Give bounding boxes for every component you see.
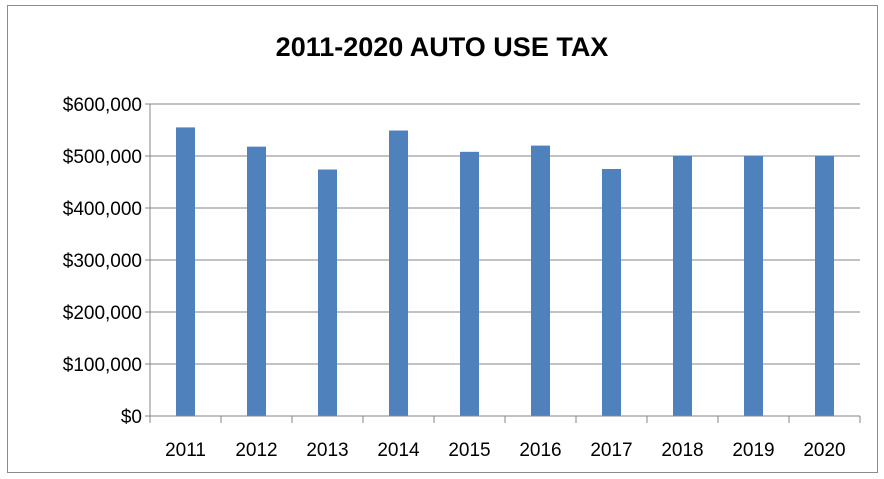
bar [460,151,479,416]
bar [247,146,266,416]
x-tick-label: 2012 [235,440,277,461]
bar [531,145,550,416]
x-tick-label: 2011 [165,440,206,461]
bar [176,127,195,417]
y-tick-label: $600,000 [63,95,142,116]
x-tick-label: 2015 [448,440,490,461]
x-tick-label: 2014 [377,440,420,461]
y-tick-label: $200,000 [63,303,142,324]
x-tick-label: 2018 [661,440,703,461]
y-tick-label: $400,000 [63,199,142,220]
bar [602,169,621,416]
bar [318,169,337,416]
y-tick-label: $500,000 [63,147,142,168]
bar [673,156,692,416]
bar [744,156,763,416]
x-tick-label: 2017 [590,440,632,461]
x-tick-label: 2013 [306,440,348,461]
x-tick-label: 2016 [519,440,561,461]
x-tick-label: 2019 [732,440,774,461]
bar [389,130,408,416]
y-tick-label: $300,000 [63,251,142,272]
chart-title: 2011-2020 AUTO USE TAX [275,32,609,62]
chart-frame [7,5,878,473]
y-tick-label: $0 [121,407,142,428]
x-tick-label: 2020 [803,440,845,461]
y-tick-label: $100,000 [63,355,142,376]
bar [815,156,834,416]
